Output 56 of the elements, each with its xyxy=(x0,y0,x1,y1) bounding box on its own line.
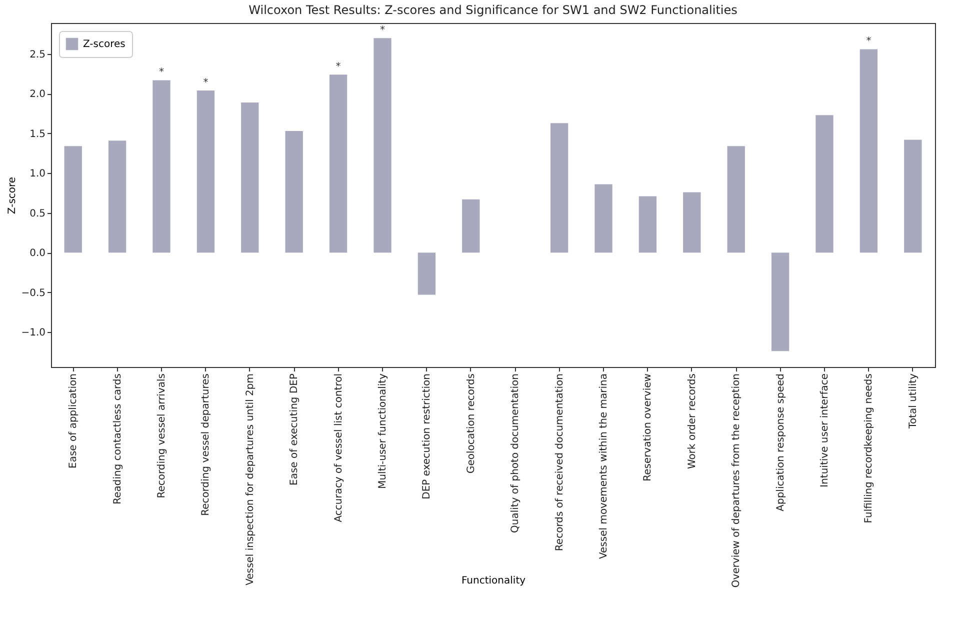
bar xyxy=(418,252,436,295)
bar xyxy=(638,196,657,253)
x-tick-label: Application response speed xyxy=(775,374,786,512)
x-tick-label: Records of received documentation xyxy=(554,374,566,552)
bar xyxy=(462,199,480,253)
y-axis-title: Z-score xyxy=(7,176,18,214)
x-tick-label: Multi-user functionality xyxy=(378,373,388,489)
y-tick-label: 1.5 xyxy=(30,128,46,140)
x-tick-label: Total utility xyxy=(908,373,919,430)
bar xyxy=(64,146,82,253)
chart-title: Wilcoxon Test Results: Z-scores and Significance for SW1 and SW2 Functionalities xyxy=(248,3,738,17)
bar xyxy=(241,102,259,253)
y-tick-label: −1.0 xyxy=(21,328,46,339)
x-tick-label: Ease of application xyxy=(68,374,80,468)
annotation: * xyxy=(380,25,385,36)
bar xyxy=(816,115,834,253)
x-tick-label: Quality of photo documentation xyxy=(510,374,522,533)
x-tick-label: Intuitive user interface xyxy=(820,374,830,488)
y-tick-label: 1.0 xyxy=(30,168,46,180)
y-tick-label: 2.0 xyxy=(30,89,46,100)
bar xyxy=(196,90,215,253)
bar xyxy=(771,252,790,352)
x-tick-label: Reservation overview xyxy=(642,374,654,482)
bar xyxy=(329,74,348,253)
x-tick-label: Recording vessel arrivals xyxy=(156,374,168,498)
annotation: * xyxy=(159,67,164,78)
x-tick-label: Geolocation records xyxy=(466,374,477,474)
annotation: * xyxy=(203,78,208,89)
annotation: * xyxy=(866,36,872,48)
bar xyxy=(550,123,568,253)
bar xyxy=(108,140,126,253)
y-tick-label: 0.0 xyxy=(30,248,46,260)
x-tick-label: Fulfilling recordkeeping needs xyxy=(864,374,875,524)
bar xyxy=(860,49,878,253)
bar xyxy=(904,140,922,253)
x-tick-label: Vessel inspection for departures until 2pm xyxy=(244,374,256,586)
x-tick-label: Vessel movements within the marina xyxy=(598,374,610,560)
x-axis-title: Functionality xyxy=(461,576,526,586)
bar xyxy=(285,131,303,253)
y-tick-label: 2.5 xyxy=(30,49,46,60)
legend-label: Z-scores xyxy=(83,39,126,50)
y-tick-label: −0.5 xyxy=(21,288,46,299)
x-tick-label: Accuracy of vessel list control xyxy=(333,374,344,522)
x-tick-label: Ease of executing DEP xyxy=(289,374,300,486)
x-tick-label: Overview of departures from the reception xyxy=(731,374,742,588)
bar xyxy=(594,184,612,253)
x-tick-label: Reading contactless cards xyxy=(112,374,124,504)
bar xyxy=(374,38,392,253)
bar xyxy=(152,80,170,253)
bar xyxy=(683,192,701,253)
y-tick-label: 0.5 xyxy=(30,208,46,220)
x-tick-label: Work order records xyxy=(686,374,698,469)
x-tick-label: DEP execution restriction xyxy=(422,374,433,500)
bar xyxy=(727,146,745,253)
annotation: * xyxy=(336,62,341,73)
x-tick-label: Recording vessel departures xyxy=(200,374,212,516)
